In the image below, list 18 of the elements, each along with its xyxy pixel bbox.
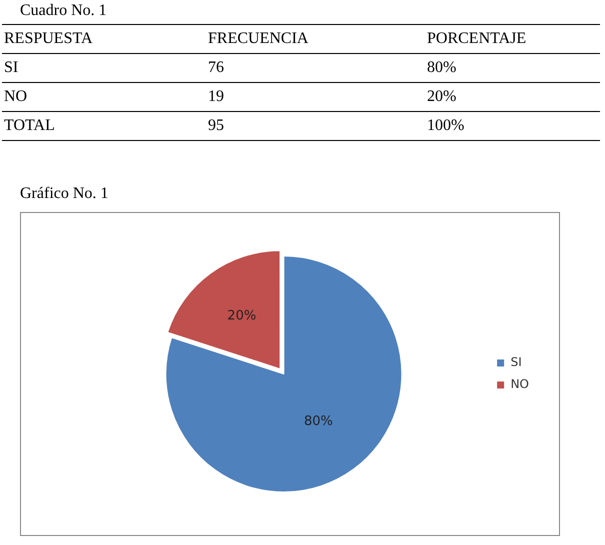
text: TOTAL [2,112,206,140]
text: 95 [206,112,425,140]
chart-title: Cuadro No. 1 [20,2,107,20]
text: PORCENTAJE [425,24,600,54]
text: 20% [425,82,600,112]
text: NO [2,82,206,112]
text: SI [2,54,206,82]
text: 76 [206,54,425,82]
data-label: 20% [227,308,256,324]
text: 19 [206,82,425,112]
text: 100% [425,112,600,140]
text: 80% [425,54,600,82]
chart-subtitle: Gráfico No. 1 [20,185,108,203]
text: FRECUENCIA [206,24,425,54]
legend-label: SI [510,355,522,370]
data-label: 80% [304,414,333,430]
text: RESPUESTA [2,24,206,54]
legend-label: NO [510,377,529,392]
